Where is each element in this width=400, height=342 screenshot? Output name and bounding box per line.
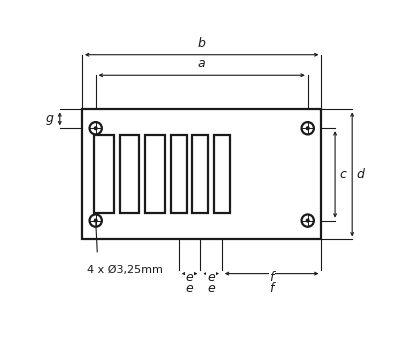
Bar [82,109,322,239]
Bar [192,135,208,213]
Text: f: f [270,282,274,295]
Circle shape [306,219,309,222]
Text: 4 x Ø3,25mm: 4 x Ø3,25mm [87,265,163,275]
Text: e: e [186,282,194,295]
Text: e: e [207,271,215,284]
Circle shape [94,127,97,130]
Text: d: d [356,168,364,181]
Bar [171,135,187,213]
Text: e: e [207,282,215,295]
Text: b: b [198,37,206,50]
Text: a: a [198,57,206,70]
Circle shape [94,219,97,222]
Text: e: e [186,271,194,284]
Bar [120,135,140,213]
Bar [214,135,230,213]
Text: f: f [270,271,274,284]
Text: c: c [339,168,346,181]
Text: g: g [46,112,54,126]
Circle shape [306,127,309,130]
Bar [145,135,165,213]
Bar [94,135,114,213]
